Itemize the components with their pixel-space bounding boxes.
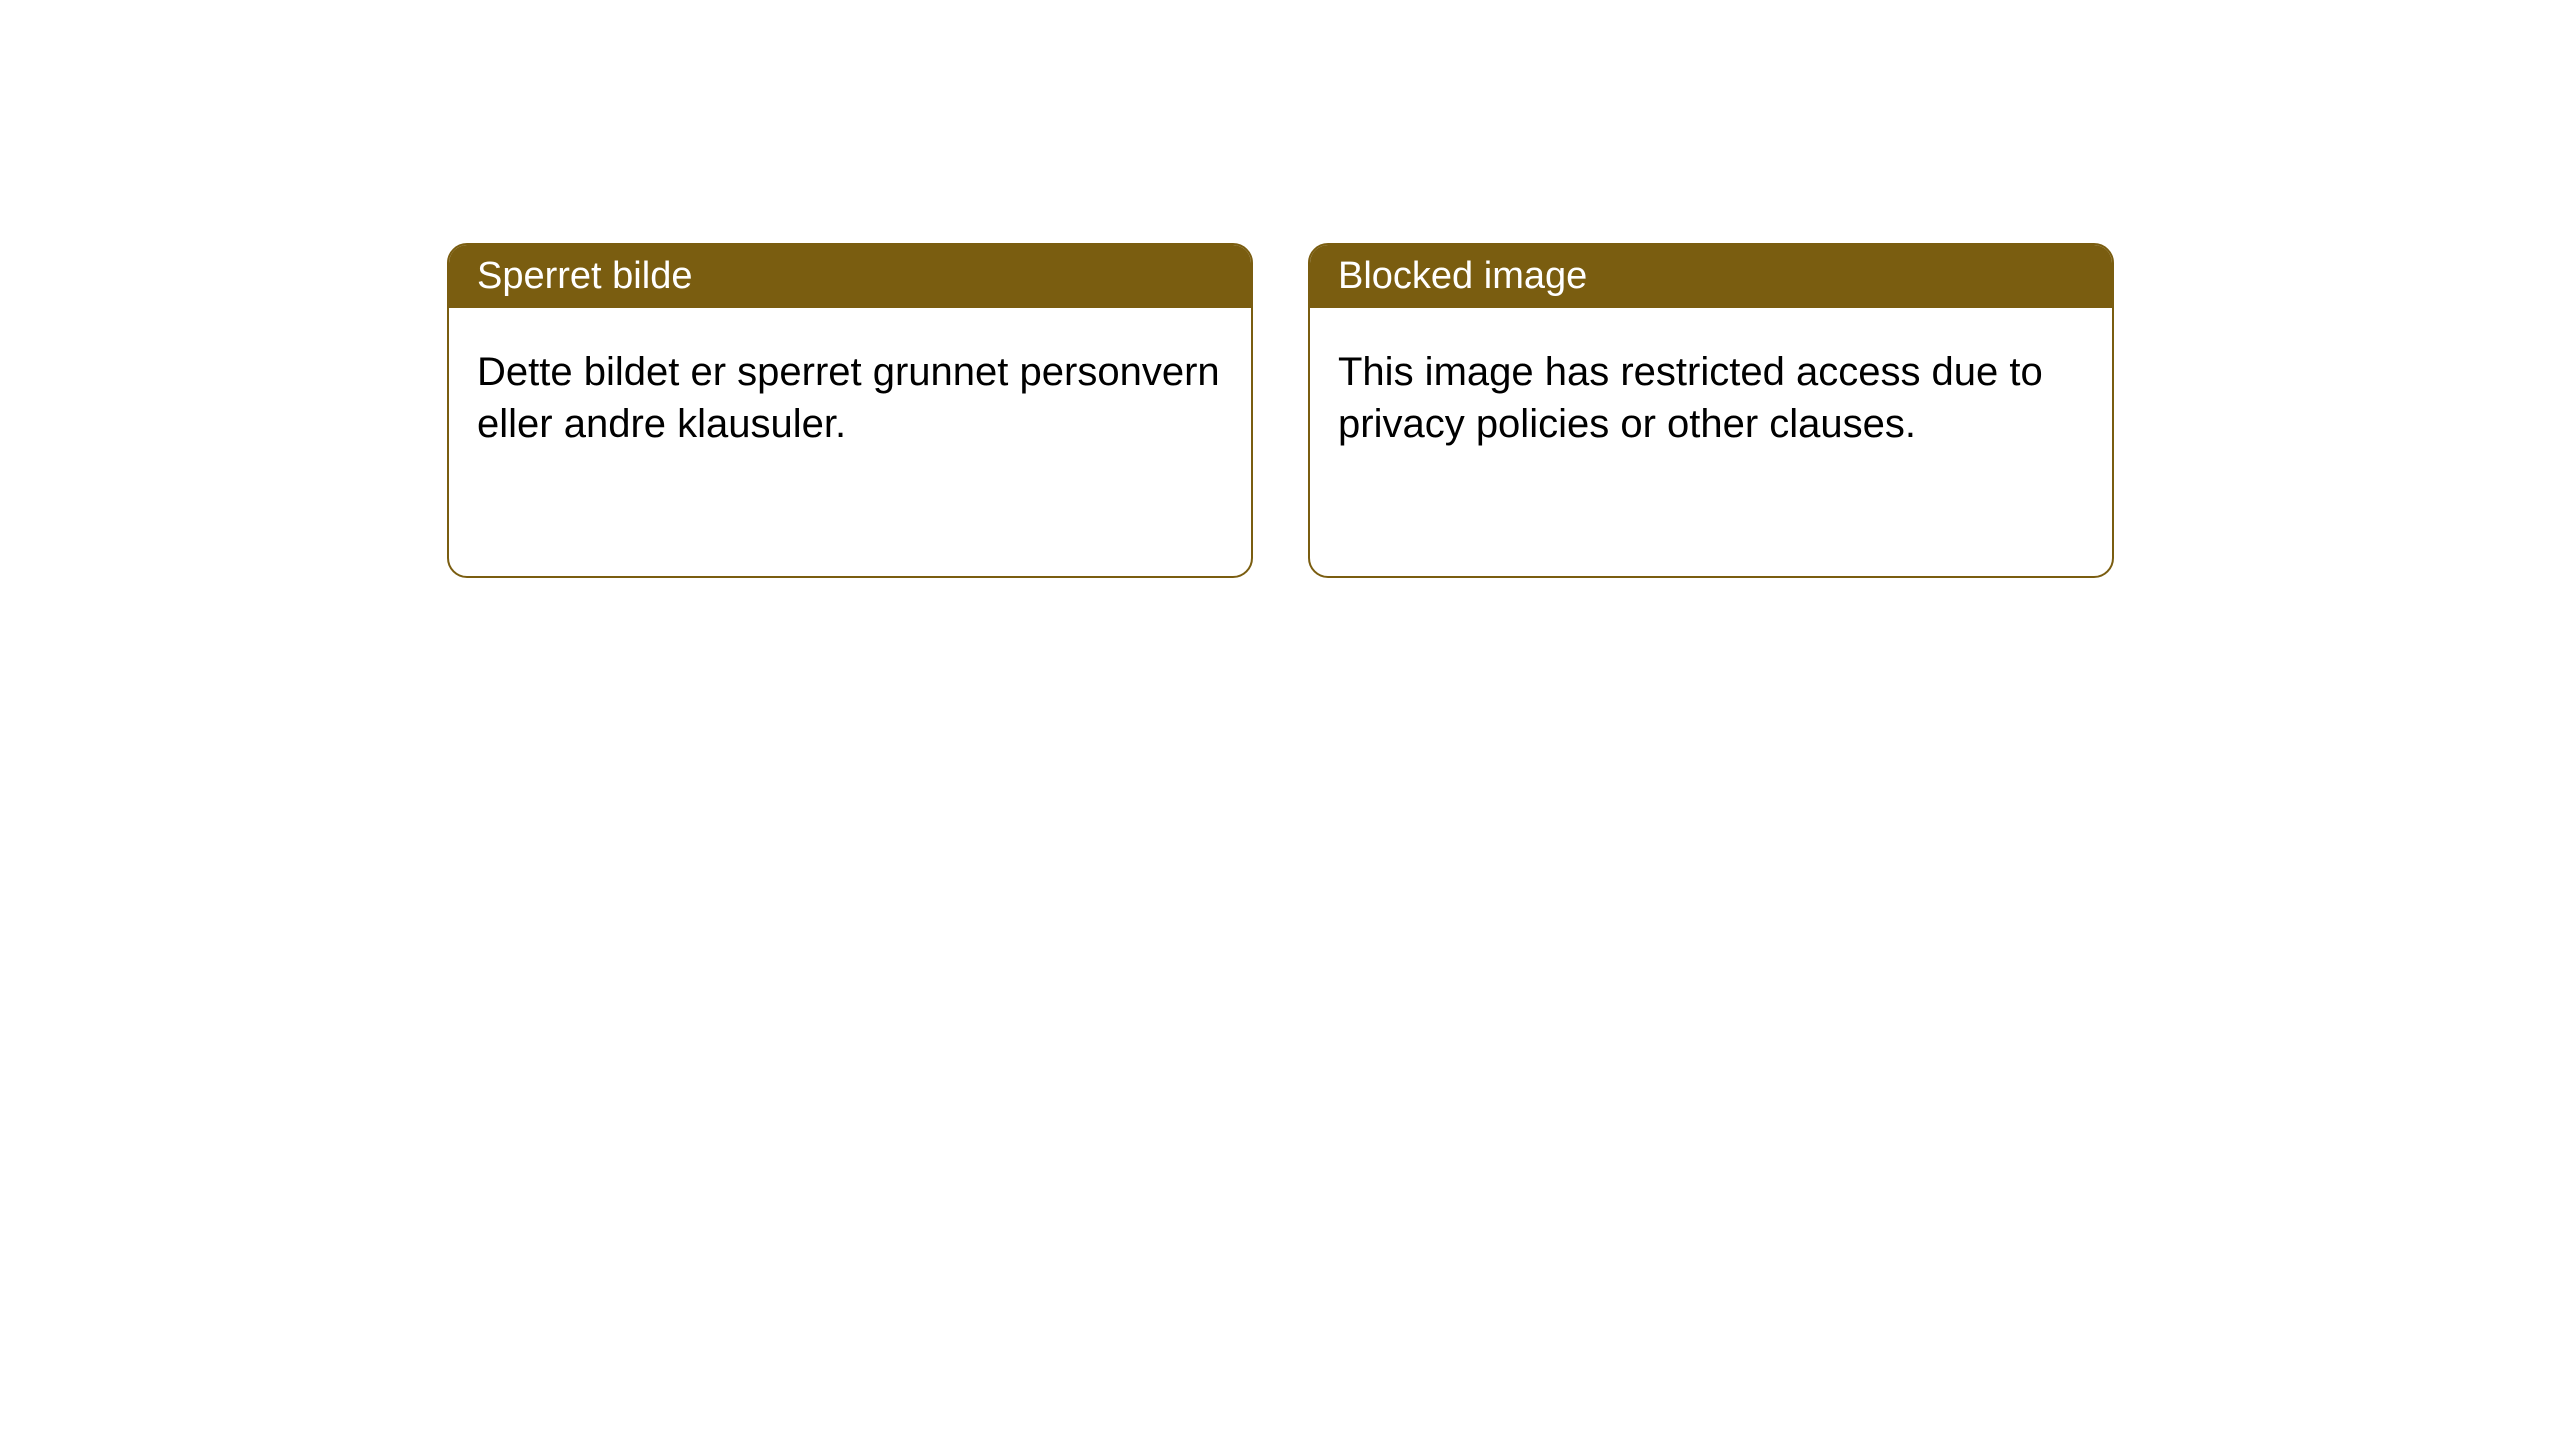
card-header-text: Blocked image xyxy=(1338,255,1587,297)
card-body-text: Dette bildet er sperret grunnet personve… xyxy=(477,350,1220,446)
notice-card-english: Blocked image This image has restricted … xyxy=(1308,243,2114,578)
notice-card-norwegian: Sperret bilde Dette bildet er sperret gr… xyxy=(447,243,1253,578)
card-body: This image has restricted access due to … xyxy=(1310,308,2112,488)
card-header: Sperret bilde xyxy=(449,245,1251,308)
card-header-text: Sperret bilde xyxy=(477,255,692,297)
notice-cards-container: Sperret bilde Dette bildet er sperret gr… xyxy=(447,243,2114,578)
card-body-text: This image has restricted access due to … xyxy=(1338,350,2043,446)
card-header: Blocked image xyxy=(1310,245,2112,308)
card-body: Dette bildet er sperret grunnet personve… xyxy=(449,308,1251,488)
